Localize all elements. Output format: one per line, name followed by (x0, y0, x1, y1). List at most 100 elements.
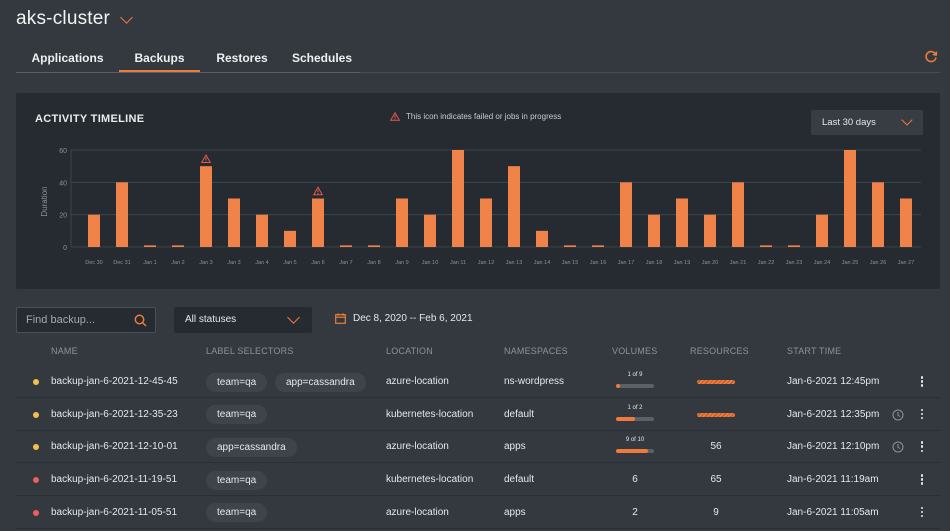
backup-name[interactable]: backup-jan-6-2021-11-05-51 (51, 506, 178, 518)
x-tick-label: Jan 7 (339, 260, 352, 266)
x-tick-label: Jan 11 (450, 260, 466, 266)
label-chip: team=qa (206, 372, 268, 392)
column-header-name[interactable]: NAME (51, 346, 78, 356)
search-icon[interactable] (134, 314, 147, 327)
x-tick-label: Jan 23 (786, 260, 803, 266)
bar (116, 182, 128, 247)
tab-backups[interactable]: Backups (119, 44, 200, 72)
more-options-icon[interactable] (920, 408, 924, 421)
more-options-icon[interactable] (920, 474, 924, 486)
volumes-progress: 9 of 10 (616, 437, 654, 457)
x-tick-label: Jan 9 (395, 260, 408, 266)
volumes-bar (616, 449, 654, 454)
x-tick-label: Jan 12 (478, 260, 495, 266)
search-input[interactable] (17, 308, 125, 332)
backup-name[interactable]: backup-jan-6-2021-12-35-23 (51, 408, 178, 420)
column-header-start-time[interactable]: START TIME (787, 346, 842, 356)
clock-icon (892, 441, 904, 453)
label-chip: team=qa (206, 503, 268, 523)
warning-icon (390, 112, 400, 121)
backup-name[interactable]: backup-jan-6-2021-12-45-45 (51, 376, 178, 387)
table-row[interactable]: backup-jan-6-2021-11-19-51 team=qa kuberne… (16, 464, 940, 497)
label-chip: team=qa (206, 470, 268, 490)
resources-progress-bar (697, 412, 735, 417)
time-range-select[interactable]: Last 30 days (811, 110, 923, 135)
x-tick-label: Jan 20 (702, 260, 719, 266)
volumes-text: 1 of 2 (627, 404, 643, 411)
resources-count: 56 (710, 441, 722, 453)
x-tick-label: Jan 21 (730, 260, 747, 266)
volumes-text: 1 of 9 (627, 372, 643, 378)
x-tick-label: Jan 14 (534, 260, 551, 266)
warning-icon (312, 186, 324, 196)
bar (396, 198, 408, 247)
label-chip: app=cassandra (206, 437, 297, 457)
x-tick-label: Jan 5 (283, 260, 296, 266)
x-tick-label: Dec 31 (113, 260, 130, 266)
label-chip: app=cassandra (275, 372, 366, 392)
status-dot (33, 477, 39, 484)
activity-timeline-panel: 0 20 40 60 Duration Dec 30 Dec 31 Jan 1 Jan 2 Jan… (16, 93, 940, 289)
start-time: Jan-6-2021 11:19am (787, 474, 879, 486)
legend-text: This icon indicates failed or jobs in pr… (406, 112, 562, 121)
backup-name[interactable]: backup-jan-6-2021-11-19-51 (51, 474, 178, 486)
cluster-selector[interactable]: aks-cluster (16, 8, 133, 30)
resources-count: 9 (713, 506, 719, 518)
bar (648, 214, 660, 247)
bar (844, 150, 856, 247)
bar (564, 245, 576, 247)
label-chip: team=qa (206, 405, 268, 425)
start-time: Jan-6-2021 11:05am (787, 506, 879, 518)
x-tick-label: Jan 2 (171, 260, 184, 266)
backup-name[interactable]: backup-jan-6-2021-12-10-01 (51, 441, 178, 453)
volumes-bar-fill (616, 416, 635, 421)
status-select[interactable]: All statuses (174, 307, 312, 333)
refresh-icon[interactable] (924, 50, 938, 64)
tab-applications[interactable]: Applications (31, 51, 104, 65)
more-options-icon[interactable] (920, 441, 924, 453)
volumes-bar (616, 384, 654, 388)
resources-count: 65 (710, 474, 722, 486)
location: azure-location (386, 441, 449, 453)
y-tick-label: 40 (59, 180, 67, 187)
time-range-value: Last 30 days (822, 117, 876, 128)
column-header-resources[interactable]: RESOURCES (690, 346, 749, 356)
start-time: Jan-6-2021 12:45pm (787, 376, 880, 387)
bar (900, 198, 912, 247)
volumes-progress: 1 of 9 (616, 372, 654, 392)
timeline-title: ACTIVITY TIMELINE (35, 113, 145, 125)
x-tick-label: Jan 19 (674, 260, 691, 266)
x-tick-label: Jan 24 (814, 260, 831, 266)
calendar-icon (335, 313, 346, 324)
location: kubernetes-location (386, 474, 474, 486)
x-tick-label: Jan 1 (143, 260, 156, 266)
more-options-icon[interactable] (920, 506, 924, 519)
cluster-name: aks-cluster (16, 8, 111, 29)
column-header-label-selectors[interactable]: LABEL SELECTORS (206, 346, 294, 356)
tab-schedules[interactable]: Schedules (291, 51, 353, 65)
table-row[interactable]: backup-jan-6-2021-12-45-45 team=qa app=cas… (16, 366, 940, 398)
x-tick-label: Jan 26 (870, 260, 887, 266)
tab-divider (360, 72, 940, 73)
more-options-icon[interactable] (920, 376, 924, 388)
table-row[interactable]: backup-jan-6-2021-12-35-23 team=qa kuberne… (16, 399, 940, 431)
table-row[interactable]: backup-jan-6-2021-11-05-51 team=qa azure-l… (16, 497, 940, 529)
column-header-volumes[interactable]: VOLUMES (612, 346, 658, 356)
x-tick-label: Jan 6 (311, 260, 324, 266)
column-header-namespaces[interactable]: NAMESPACES (504, 346, 568, 356)
y-tick-label: 0 (63, 245, 67, 252)
chevron-down-icon (901, 114, 913, 126)
bar (228, 198, 240, 247)
chevron-down-icon[interactable] (120, 10, 133, 24)
x-tick-label: Dec 30 (85, 260, 102, 266)
volumes-count: 6 (632, 474, 638, 486)
bar (620, 182, 632, 247)
date-range-picker[interactable]: Dec 8, 2020 -- Feb 6, 2021 (335, 313, 473, 324)
x-tick-label: Jan 25 (842, 260, 859, 266)
column-header-location[interactable]: LOCATION (386, 346, 433, 356)
clock-icon (892, 409, 904, 421)
bar (788, 245, 800, 247)
x-tick-label: Jan 3 (227, 260, 240, 266)
table-row[interactable]: backup-jan-6-2021-12-10-01 app=cassandra a… (16, 431, 940, 464)
tab-restores[interactable]: Restores (216, 51, 268, 65)
